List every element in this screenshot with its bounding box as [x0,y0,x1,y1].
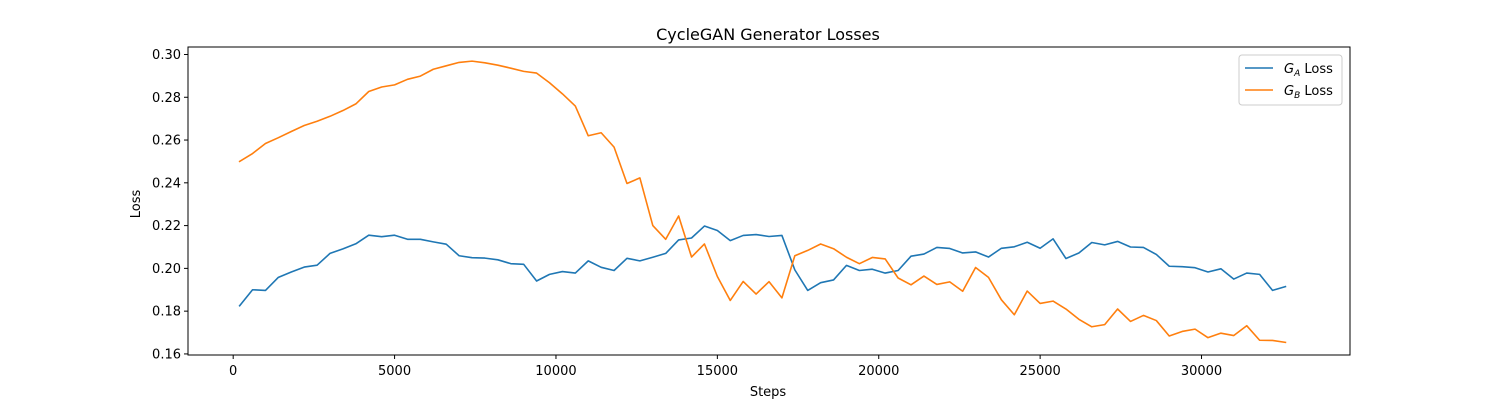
plot-area [188,47,1350,355]
y-tick-label: 0.20 [152,262,181,277]
y-tick-label: 0.26 [152,134,181,149]
legend-label-1: GB Loss [1284,84,1333,101]
x-tick-label: 30000 [1181,364,1222,379]
series-line-0 [238,225,1287,307]
y-tick-label: 0.24 [152,176,181,191]
x-tick-label: 20000 [858,364,899,379]
x-tick-label: 15000 [697,364,738,379]
chart-title: CycleGAN Generator Losses [656,25,880,44]
x-axis-label: Steps [750,385,787,400]
x-tick-label: 25000 [1019,364,1060,379]
x-tick-label: 0 [229,364,237,379]
series-line-1 [238,60,1287,344]
y-tick-label: 0.16 [152,347,181,362]
x-tick-label: 10000 [535,364,576,379]
y-axis-label: Loss [129,190,144,219]
legend: GA Loss GB Loss [1238,54,1343,106]
y-tick-label: 0.28 [152,91,181,106]
x-tick-label: 5000 [378,364,411,379]
y-tick-label: 0.30 [152,48,181,63]
y-tick-label: 0.18 [152,305,181,320]
x-axis-ticks: 0 5000 10000 15000 20000 25000 30000 [229,355,1222,379]
y-tick-label: 0.22 [152,219,181,234]
y-axis-ticks: 0.16 0.18 0.20 0.22 0.24 0.26 0.28 0.30 [152,48,188,362]
series-lines [238,60,1287,344]
legend-label-0: GA Loss [1284,62,1333,79]
plot-frame [187,46,1351,356]
